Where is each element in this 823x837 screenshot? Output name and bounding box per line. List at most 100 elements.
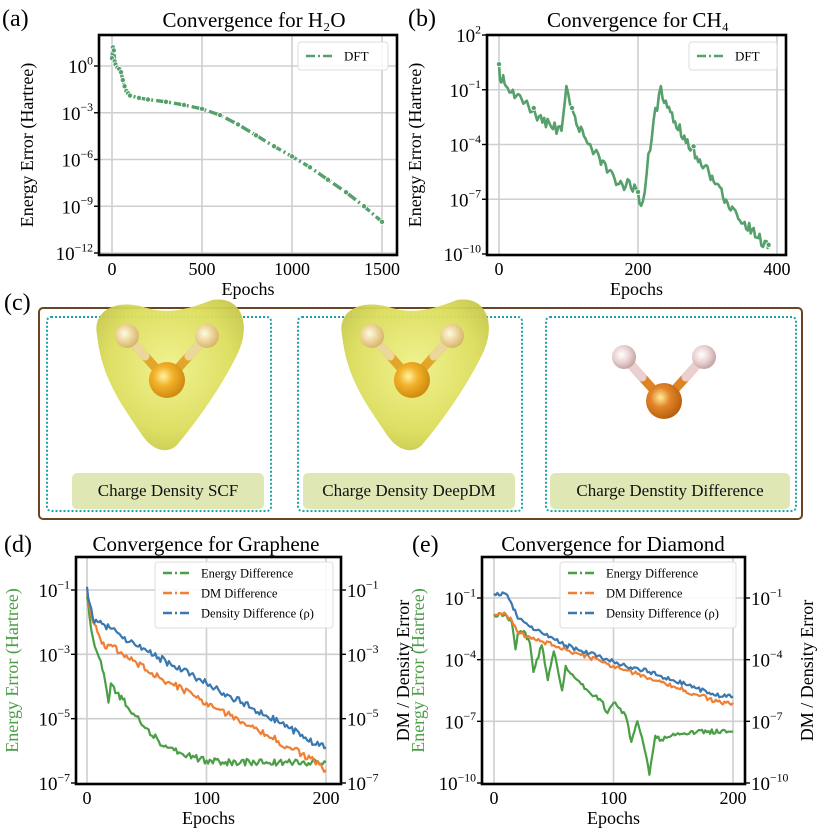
y-tick-label: 100 <box>68 54 93 78</box>
chart-title: Convergence for CH₄ <box>547 8 729 32</box>
y-tick-label: 10−7 <box>449 188 481 212</box>
panel-label-d: (d) <box>4 532 32 558</box>
y-tick-label: 10−12 <box>56 241 94 265</box>
legend-label: Density Difference (ρ) <box>201 607 314 621</box>
data-point <box>110 47 117 54</box>
series-line-density-difference- <box>85 586 327 750</box>
x-axis-label: Epochs <box>610 279 663 299</box>
x-tick-label: 100 <box>193 788 220 808</box>
series-line-energy-difference <box>85 596 327 767</box>
chart-title: Convergence for Diamond <box>501 532 725 556</box>
x-tick-label: 0 <box>83 788 92 808</box>
chart-h2o-convergence: Convergence for H₂O 0 500 1000 1500 Epochs 100… <box>17 8 400 299</box>
axes-frame <box>480 555 747 786</box>
x-tick-label: 1000 <box>274 259 310 279</box>
y-right-tick-label: 10−4 <box>751 648 783 672</box>
series-line-dm-difference <box>85 592 327 773</box>
y-tick-label: 10−1 <box>38 578 70 602</box>
chart-title: Convergence for H₂O <box>162 8 345 32</box>
y-right-tick-label: 10−1 <box>751 586 783 610</box>
y-tick-label: 10−5 <box>38 707 70 731</box>
data-point <box>118 69 125 76</box>
y-tick-label: 10−4 <box>444 648 476 672</box>
series-line-dm-difference <box>493 611 734 706</box>
legend-box <box>559 561 737 629</box>
caption-scf: Charge Density SCF <box>72 473 264 509</box>
y-tick-label: 10−1 <box>444 586 476 610</box>
data-point <box>270 143 277 150</box>
data-point <box>198 105 205 112</box>
image-card-difference <box>545 316 797 512</box>
x-tick-label: 200 <box>720 788 747 808</box>
legend-box <box>688 41 778 71</box>
legend-label: DM Difference <box>606 587 683 601</box>
data-point <box>495 61 502 68</box>
data-point <box>530 105 537 112</box>
data-point <box>568 105 575 112</box>
y-tick-label: 10−10 <box>439 771 477 795</box>
y-axis-label: Energy Error (Hartree) <box>405 63 426 228</box>
x-tick-label: 0 <box>108 259 117 279</box>
y-tick-label: 10−3 <box>61 101 93 125</box>
y-right-tick-label: 10−7 <box>347 771 379 795</box>
panel-label-e: (e) <box>412 532 439 558</box>
legend: Energy Difference DM Difference Density Di… <box>559 561 737 629</box>
series-group <box>109 44 385 225</box>
panel-label-c: (c) <box>4 290 31 316</box>
x-tick-label: 400 <box>764 259 791 279</box>
data-point <box>690 143 697 150</box>
data-point <box>765 241 772 248</box>
chart-diamond-convergence: Convergence for Diamond 0 100 200 Epochs 10−1… <box>408 532 817 828</box>
legend-label: DM Difference <box>201 587 278 601</box>
series-group <box>493 591 734 776</box>
y-right-tick-label: 10−1 <box>347 578 379 602</box>
data-point <box>252 132 259 139</box>
x-axis-label: Epochs <box>222 279 275 299</box>
x-tick-label: 0 <box>490 788 499 808</box>
data-point <box>180 101 187 108</box>
legend-label: DFT <box>344 49 369 64</box>
axes-frame <box>74 555 343 786</box>
y-tick-label: 10−1 <box>449 78 481 102</box>
data-point <box>162 98 169 105</box>
caption-deepdm: Charge Density DeepDM <box>303 473 515 509</box>
x-tick-label: 0 <box>495 259 504 279</box>
data-point <box>324 176 331 183</box>
panel-label-a: (a) <box>2 6 29 32</box>
legend-box <box>154 561 334 629</box>
legend: DFT <box>688 41 778 71</box>
x-axis-label: Epochs <box>182 808 235 828</box>
series-group <box>85 586 327 773</box>
x-tick-label: 200 <box>625 259 652 279</box>
y-tick-label: 10−9 <box>61 195 93 219</box>
y-tick-label: 10−10 <box>444 242 482 266</box>
y-tick-label: 10−6 <box>61 148 93 172</box>
axes-frame <box>97 33 399 257</box>
x-tick-label: 200 <box>313 788 340 808</box>
data-point <box>288 153 295 160</box>
chart-graphene-convergence: Convergence for Graphene 0 100 200 Epochs 10−… <box>2 532 413 828</box>
series-group <box>495 61 772 250</box>
y-right-tick-label: 10−3 <box>347 643 379 667</box>
y-right-tick-label: 10−10 <box>751 771 789 795</box>
series-line-dft <box>110 45 384 224</box>
data-point <box>119 77 126 84</box>
legend-label: DFT <box>735 49 760 64</box>
data-point <box>234 121 241 128</box>
x-tick-label: 500 <box>189 259 216 279</box>
legend-label: Energy Difference <box>201 567 294 581</box>
data-point <box>360 203 367 210</box>
y-right-axis-label: DM / Density Error <box>393 600 413 741</box>
data-point <box>378 218 385 225</box>
legend: Energy Difference DM Difference Density Di… <box>154 561 334 629</box>
x-axis-label: Epochs <box>587 808 640 828</box>
data-point <box>635 188 642 195</box>
x-tick-label: 100 <box>600 788 627 808</box>
y-tick-label: 10−7 <box>38 771 70 795</box>
y-axis-label: Energy Error (Hartree) <box>408 588 429 753</box>
y-axis-label: Energy Error (Hartree) <box>2 588 23 753</box>
data-point <box>144 96 151 103</box>
series-line-dft <box>497 64 770 250</box>
y-right-tick-label: 10−5 <box>347 707 379 731</box>
